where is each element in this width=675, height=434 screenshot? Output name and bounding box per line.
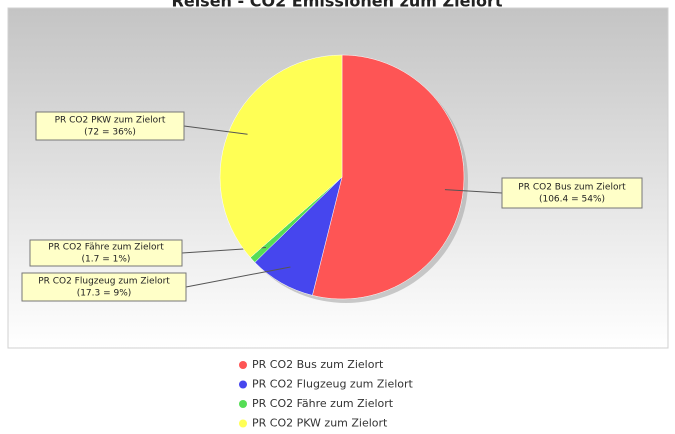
leader-line — [183, 125, 248, 135]
legend-label: PR CO2 Fähre zum Zielort — [252, 397, 394, 410]
data-label-value: (106.4 = 54%) — [539, 195, 605, 205]
data-label-name: PR CO2 PKW zum Zielort — [55, 116, 166, 126]
data-label-value: (72 = 36%) — [84, 128, 136, 138]
chart-title: Reisen - CO2 Emissionen zum Zielort — [172, 0, 503, 11]
label-box — [35, 111, 185, 141]
label-box — [501, 177, 643, 209]
legend-label: PR CO2 Bus zum Zielort — [252, 358, 384, 371]
pie-slice — [312, 54, 465, 300]
label-box — [29, 239, 183, 267]
legend-swatch — [239, 419, 247, 428]
data-label-name: PR CO2 Fähre zum Zielort — [48, 243, 164, 253]
data-label-name: PR CO2 Flugzeug zum Zielort — [38, 277, 170, 287]
data-label-value: (1.7 = 1%) — [82, 255, 131, 265]
legend-label: PR CO2 Flugzeug zum Zielort — [252, 378, 414, 391]
legend-label: PR CO2 PKW zum Zielort — [252, 417, 388, 430]
data-label-value: (17.3 = 9%) — [77, 289, 132, 299]
pie-slice — [219, 54, 343, 258]
legend-swatch — [239, 380, 247, 389]
legend-swatch — [239, 400, 247, 408]
legend-swatch — [239, 361, 247, 369]
leader-line — [185, 266, 291, 288]
data-label-name: PR CO2 Bus zum Zielort — [518, 183, 626, 193]
label-box — [21, 272, 187, 302]
leader-line — [444, 189, 503, 194]
